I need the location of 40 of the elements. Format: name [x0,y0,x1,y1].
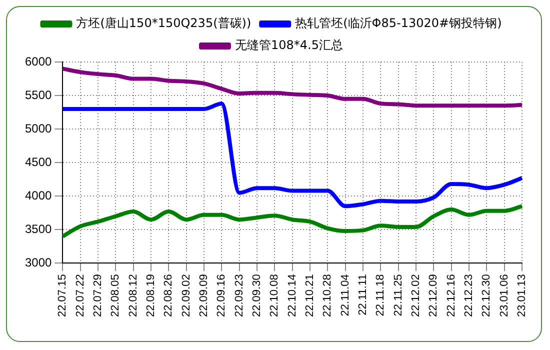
line-series [60,204,524,238]
x-tick-label: 22.12.09 [428,274,440,318]
x-tick-label: 22.07.29 [92,274,104,318]
y-tick-label: 4000 [24,188,52,202]
x-tick-label: 22.07.22 [74,274,86,318]
y-tick-label: 5000 [24,121,52,136]
y-tick-label: 3500 [24,222,52,236]
x-tick-label: 22.12.02 [410,274,422,318]
x-tick-label: 22.10.21 [304,274,316,318]
x-tick-label: 22.12.30 [480,274,493,318]
x-tick-label: 22.10.08 [268,274,281,318]
y-tick-label: 4500 [24,154,52,169]
x-tick-label: 22.08.26 [162,274,175,318]
x-tick-label: 22.08.12 [127,274,140,318]
legend-label: 无缝管108*4.5汇总 [235,38,344,52]
y-tick-label: 6000 [24,54,52,68]
x-tick-label: 22.08.19 [145,274,158,318]
x-tick-label: 22.09.09 [198,274,210,318]
x-tick-label: 22.08.05 [110,274,122,318]
x-tick-label: 22.11.04 [339,274,352,316]
x-tick-label: 22.09.23 [233,274,246,318]
x-tick-label: 22.11.25 [392,274,404,316]
x-tick-label: 22.09.02 [180,274,192,318]
x-tick-label: 22.10.28 [322,274,334,318]
x-tick-label: 23.01.06 [498,274,510,318]
x-tick-label: 22.12.16 [445,274,458,318]
x-tick-label: 22.11.18 [374,274,387,316]
x-tick-label: 22.09.16 [216,274,228,318]
x-tick-label: 22.07.15 [56,274,69,318]
line-series [60,66,524,108]
y-tick-label: 5500 [24,88,52,102]
x-tick-label: 22.10.14 [286,274,298,318]
x-tick-label: 22.11.11 [357,274,370,316]
x-tick-label: 22.12.23 [463,274,476,318]
y-tick-label: 3000 [24,255,52,270]
x-tick-label: 23.01.13 [516,274,528,318]
line-series [60,102,524,208]
x-tick-label: 22.09.30 [251,274,264,318]
legend-label: 热轧管坯(临沂Φ85-13020#钢投特钢) [295,16,502,30]
legend-label: 方坯(唐山150*150Q235(普碳)) [76,16,252,30]
